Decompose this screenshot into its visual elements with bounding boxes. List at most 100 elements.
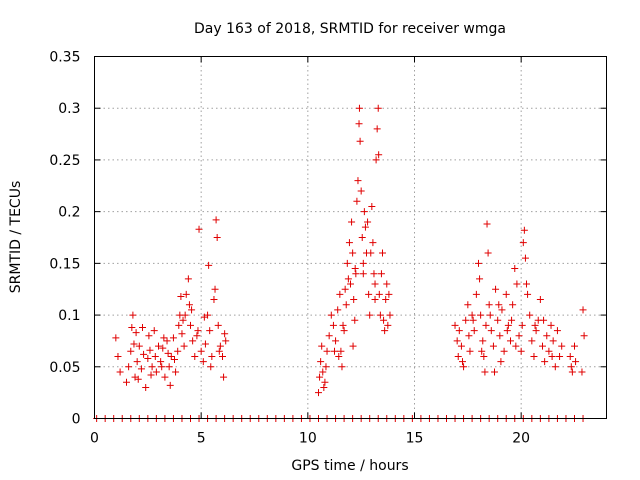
data-point bbox=[137, 365, 145, 373]
data-point bbox=[381, 327, 389, 335]
data-point bbox=[384, 321, 392, 329]
data-point bbox=[341, 285, 349, 293]
data-point bbox=[503, 327, 511, 335]
data-point bbox=[375, 290, 383, 298]
data-point bbox=[380, 316, 388, 324]
data-point bbox=[578, 368, 586, 376]
data-point bbox=[524, 290, 532, 298]
data-point bbox=[127, 347, 135, 355]
data-point bbox=[358, 234, 366, 241]
data-point bbox=[513, 280, 521, 288]
data-point bbox=[133, 358, 141, 366]
data-point bbox=[549, 337, 557, 345]
data-point bbox=[545, 347, 553, 355]
data-point bbox=[366, 311, 374, 319]
data-point bbox=[451, 321, 459, 329]
x-tick-label: 15 bbox=[406, 431, 424, 447]
data-point bbox=[213, 234, 221, 241]
data-point bbox=[148, 363, 156, 371]
data-point bbox=[174, 347, 182, 355]
data-point bbox=[373, 125, 381, 133]
data-point bbox=[155, 342, 162, 350]
data-point bbox=[512, 342, 520, 350]
data-point bbox=[511, 265, 519, 273]
data-point bbox=[479, 337, 487, 345]
data-point bbox=[189, 337, 197, 345]
data-point bbox=[360, 208, 368, 216]
data-point bbox=[114, 352, 122, 360]
data-point bbox=[491, 368, 498, 376]
data-point bbox=[349, 342, 357, 350]
data-point bbox=[567, 363, 575, 371]
data-point bbox=[540, 316, 548, 324]
data-point bbox=[344, 275, 352, 283]
data-point bbox=[558, 342, 566, 350]
data-point bbox=[492, 285, 500, 293]
data-point bbox=[528, 337, 536, 345]
data-point bbox=[165, 363, 173, 371]
data-point bbox=[187, 321, 194, 329]
data-point bbox=[551, 363, 559, 371]
data-point bbox=[191, 352, 199, 360]
data-point bbox=[487, 327, 495, 335]
data-point bbox=[541, 358, 549, 366]
data-point bbox=[465, 332, 473, 340]
data-point bbox=[146, 346, 154, 354]
data-point bbox=[144, 355, 152, 363]
data-point bbox=[319, 368, 327, 376]
y-tick-label: 0.15 bbox=[49, 256, 80, 272]
data-point bbox=[215, 347, 223, 355]
data-point bbox=[351, 265, 359, 273]
data-point bbox=[374, 104, 382, 112]
data-point bbox=[459, 358, 466, 366]
data-point bbox=[142, 383, 150, 391]
data-point bbox=[139, 323, 146, 331]
data-point bbox=[178, 330, 186, 338]
data-point bbox=[497, 358, 505, 366]
data-point bbox=[489, 342, 497, 350]
data-point bbox=[147, 371, 155, 379]
data-point bbox=[331, 347, 338, 355]
data-point bbox=[480, 352, 488, 360]
data-point bbox=[464, 301, 472, 309]
data-point bbox=[206, 327, 214, 335]
y-tick-label: 0.1 bbox=[58, 308, 80, 324]
data-point bbox=[462, 316, 470, 324]
data-point bbox=[355, 104, 363, 112]
data-point bbox=[145, 332, 153, 340]
data-point bbox=[195, 225, 203, 233]
data-point bbox=[495, 301, 503, 309]
axis-ticks bbox=[94, 56, 607, 419]
data-point bbox=[180, 342, 188, 350]
data-point bbox=[547, 321, 555, 329]
data-point bbox=[132, 329, 140, 337]
data-point bbox=[200, 313, 208, 321]
data-point bbox=[477, 311, 485, 319]
data-point bbox=[342, 301, 350, 309]
data-point bbox=[371, 296, 379, 304]
data-point bbox=[188, 306, 196, 314]
data-point bbox=[184, 275, 192, 283]
data-point bbox=[345, 239, 353, 247]
data-point bbox=[455, 327, 463, 335]
data-point bbox=[356, 137, 364, 145]
data-point bbox=[476, 275, 484, 283]
data-point bbox=[357, 187, 365, 195]
data-point bbox=[371, 280, 379, 288]
data-point bbox=[317, 358, 325, 366]
data-point bbox=[216, 342, 224, 350]
data-point bbox=[571, 342, 578, 350]
data-point bbox=[316, 373, 324, 381]
data-point bbox=[194, 327, 202, 335]
data-point bbox=[125, 363, 133, 371]
data-point bbox=[543, 332, 551, 340]
data-point bbox=[509, 301, 517, 309]
data-point bbox=[210, 296, 218, 304]
data-point bbox=[160, 334, 168, 342]
data-point bbox=[579, 306, 587, 314]
data-point bbox=[531, 321, 539, 329]
data-point bbox=[322, 363, 330, 371]
data-point bbox=[177, 292, 185, 300]
data-point bbox=[532, 327, 540, 335]
